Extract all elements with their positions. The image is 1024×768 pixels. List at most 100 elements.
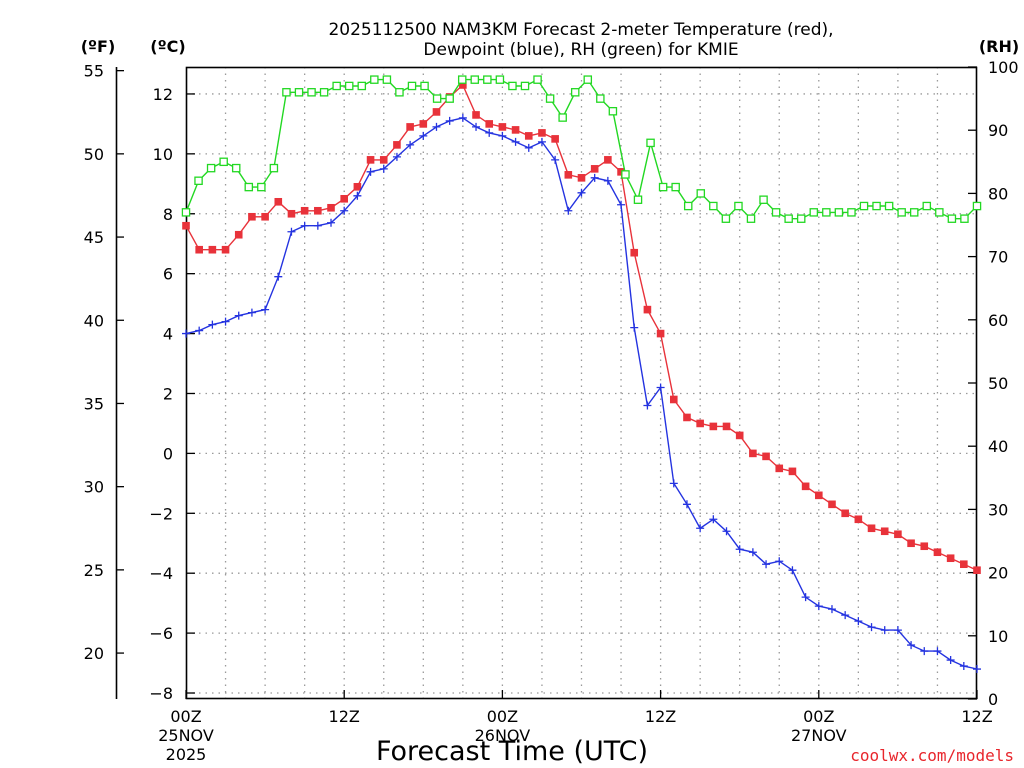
dewpoint-point [814, 602, 823, 611]
rh-point [545, 94, 555, 103]
dewpoint-point [221, 317, 230, 326]
dewpoint-point [762, 560, 771, 569]
plot-frame [185, 66, 978, 700]
rh-point [709, 201, 718, 211]
temperature-point [841, 509, 849, 518]
temperature-point [696, 419, 704, 428]
temperature-point [379, 156, 388, 164]
series-layer [181, 75, 982, 674]
dewpoint-point [643, 401, 652, 410]
rh-point [533, 75, 542, 84]
rh-line [185, 78, 978, 220]
rh-point [796, 214, 806, 223]
temperature-point [907, 539, 915, 548]
rh-point [596, 94, 605, 103]
fahrenheit-tick-label: 25 [84, 561, 104, 580]
celsius-unit-label: (ºC) [150, 37, 185, 56]
x-axis-label: Forecast Time (UTC) [376, 736, 648, 767]
dewpoint-point [946, 656, 955, 665]
temperature-point [933, 548, 942, 557]
dewpoint-point [696, 524, 705, 533]
dewpoint-point [485, 128, 494, 137]
rh-tick-label: 40 [988, 437, 1008, 456]
temperature-point [366, 156, 375, 164]
fahrenheit-tick-label: 55 [84, 62, 104, 81]
rh-point [558, 113, 567, 122]
rh-point [696, 189, 706, 198]
celsius-tick-label: 12 [153, 85, 173, 104]
temperature-point [221, 245, 230, 254]
dewpoint-point [854, 617, 863, 626]
dewpoint-point [709, 515, 718, 524]
temperature-point [946, 554, 955, 563]
rh-point [445, 94, 454, 103]
rh-point [244, 182, 254, 192]
dewpoint-point [669, 479, 678, 488]
dewpoint-point [208, 320, 217, 329]
rh-point [495, 75, 505, 84]
rh-point [382, 75, 392, 84]
x-tick-label: 12Z [329, 707, 360, 726]
dewpoint-point [353, 191, 362, 200]
temperature-point [300, 206, 309, 215]
dewpoint-point [564, 206, 573, 215]
rh-point [671, 182, 680, 192]
dewpoint-point [735, 545, 744, 554]
rh-point [884, 201, 894, 211]
rh-point [583, 75, 593, 84]
x-tick-label: 00Z [170, 707, 201, 726]
dewpoint-point [234, 311, 243, 320]
dewpoint-point [867, 623, 876, 632]
x-tick-date: 26NOV [475, 726, 531, 745]
temperature-point [867, 524, 876, 533]
chart-title-line2: Dewpoint (blue), RH (green) for KMIE [423, 40, 738, 60]
grid-lines [186, 67, 977, 699]
series-dewpoint [182, 113, 981, 674]
dewpoint-point [893, 626, 902, 635]
temperature-point [762, 452, 770, 461]
dewpoint-point [920, 647, 929, 656]
temperature-point [182, 221, 190, 230]
x-tick-label: 12Z [645, 707, 676, 726]
axis-ticks: 121086420−2−4−6−855504540353025201009080… [84, 58, 1019, 764]
rh-point [746, 214, 756, 223]
dewpoint-point [366, 167, 375, 176]
celsius-tick-label: −2 [149, 504, 173, 523]
dewpoint-point [274, 272, 283, 281]
dewpoint-point [445, 116, 454, 125]
rh-point [721, 214, 731, 223]
dewpoint-point [261, 305, 270, 314]
rh-point [759, 195, 768, 204]
temperature-point [459, 81, 467, 89]
rh-point [646, 138, 655, 148]
temperature-point [432, 108, 441, 116]
rh-point [621, 170, 630, 179]
rh-point [822, 208, 831, 217]
dewpoint-point [300, 221, 309, 230]
rh-tick-label: 100 [988, 58, 1019, 77]
temperature-point [815, 491, 823, 500]
temperature-point [788, 467, 797, 476]
rh-point [935, 208, 944, 217]
rh-point [909, 208, 919, 217]
rh-tick-label: 80 [988, 184, 1008, 203]
series-temperature [182, 81, 981, 575]
temperature-point [524, 132, 533, 140]
rh-point [257, 182, 266, 192]
temperature-point [551, 135, 559, 143]
temperature-point [643, 305, 652, 314]
x-tick-label: 00Z [487, 707, 518, 726]
fahrenheit-tick-label: 20 [84, 644, 104, 663]
rh-point [332, 81, 341, 91]
temperature-point [261, 212, 269, 221]
rh-point [307, 88, 316, 97]
dewpoint-point [498, 131, 507, 140]
fahrenheit-tick-label: 30 [84, 478, 104, 497]
fahrenheit-tick-label: 45 [84, 228, 104, 247]
rh-point [608, 106, 618, 116]
fahrenheit-tick-label: 40 [84, 311, 104, 330]
temperature-point [577, 174, 586, 182]
dewpoint-point [801, 593, 810, 602]
dewpoint-point [511, 137, 520, 146]
dewpoint-point [722, 527, 731, 536]
